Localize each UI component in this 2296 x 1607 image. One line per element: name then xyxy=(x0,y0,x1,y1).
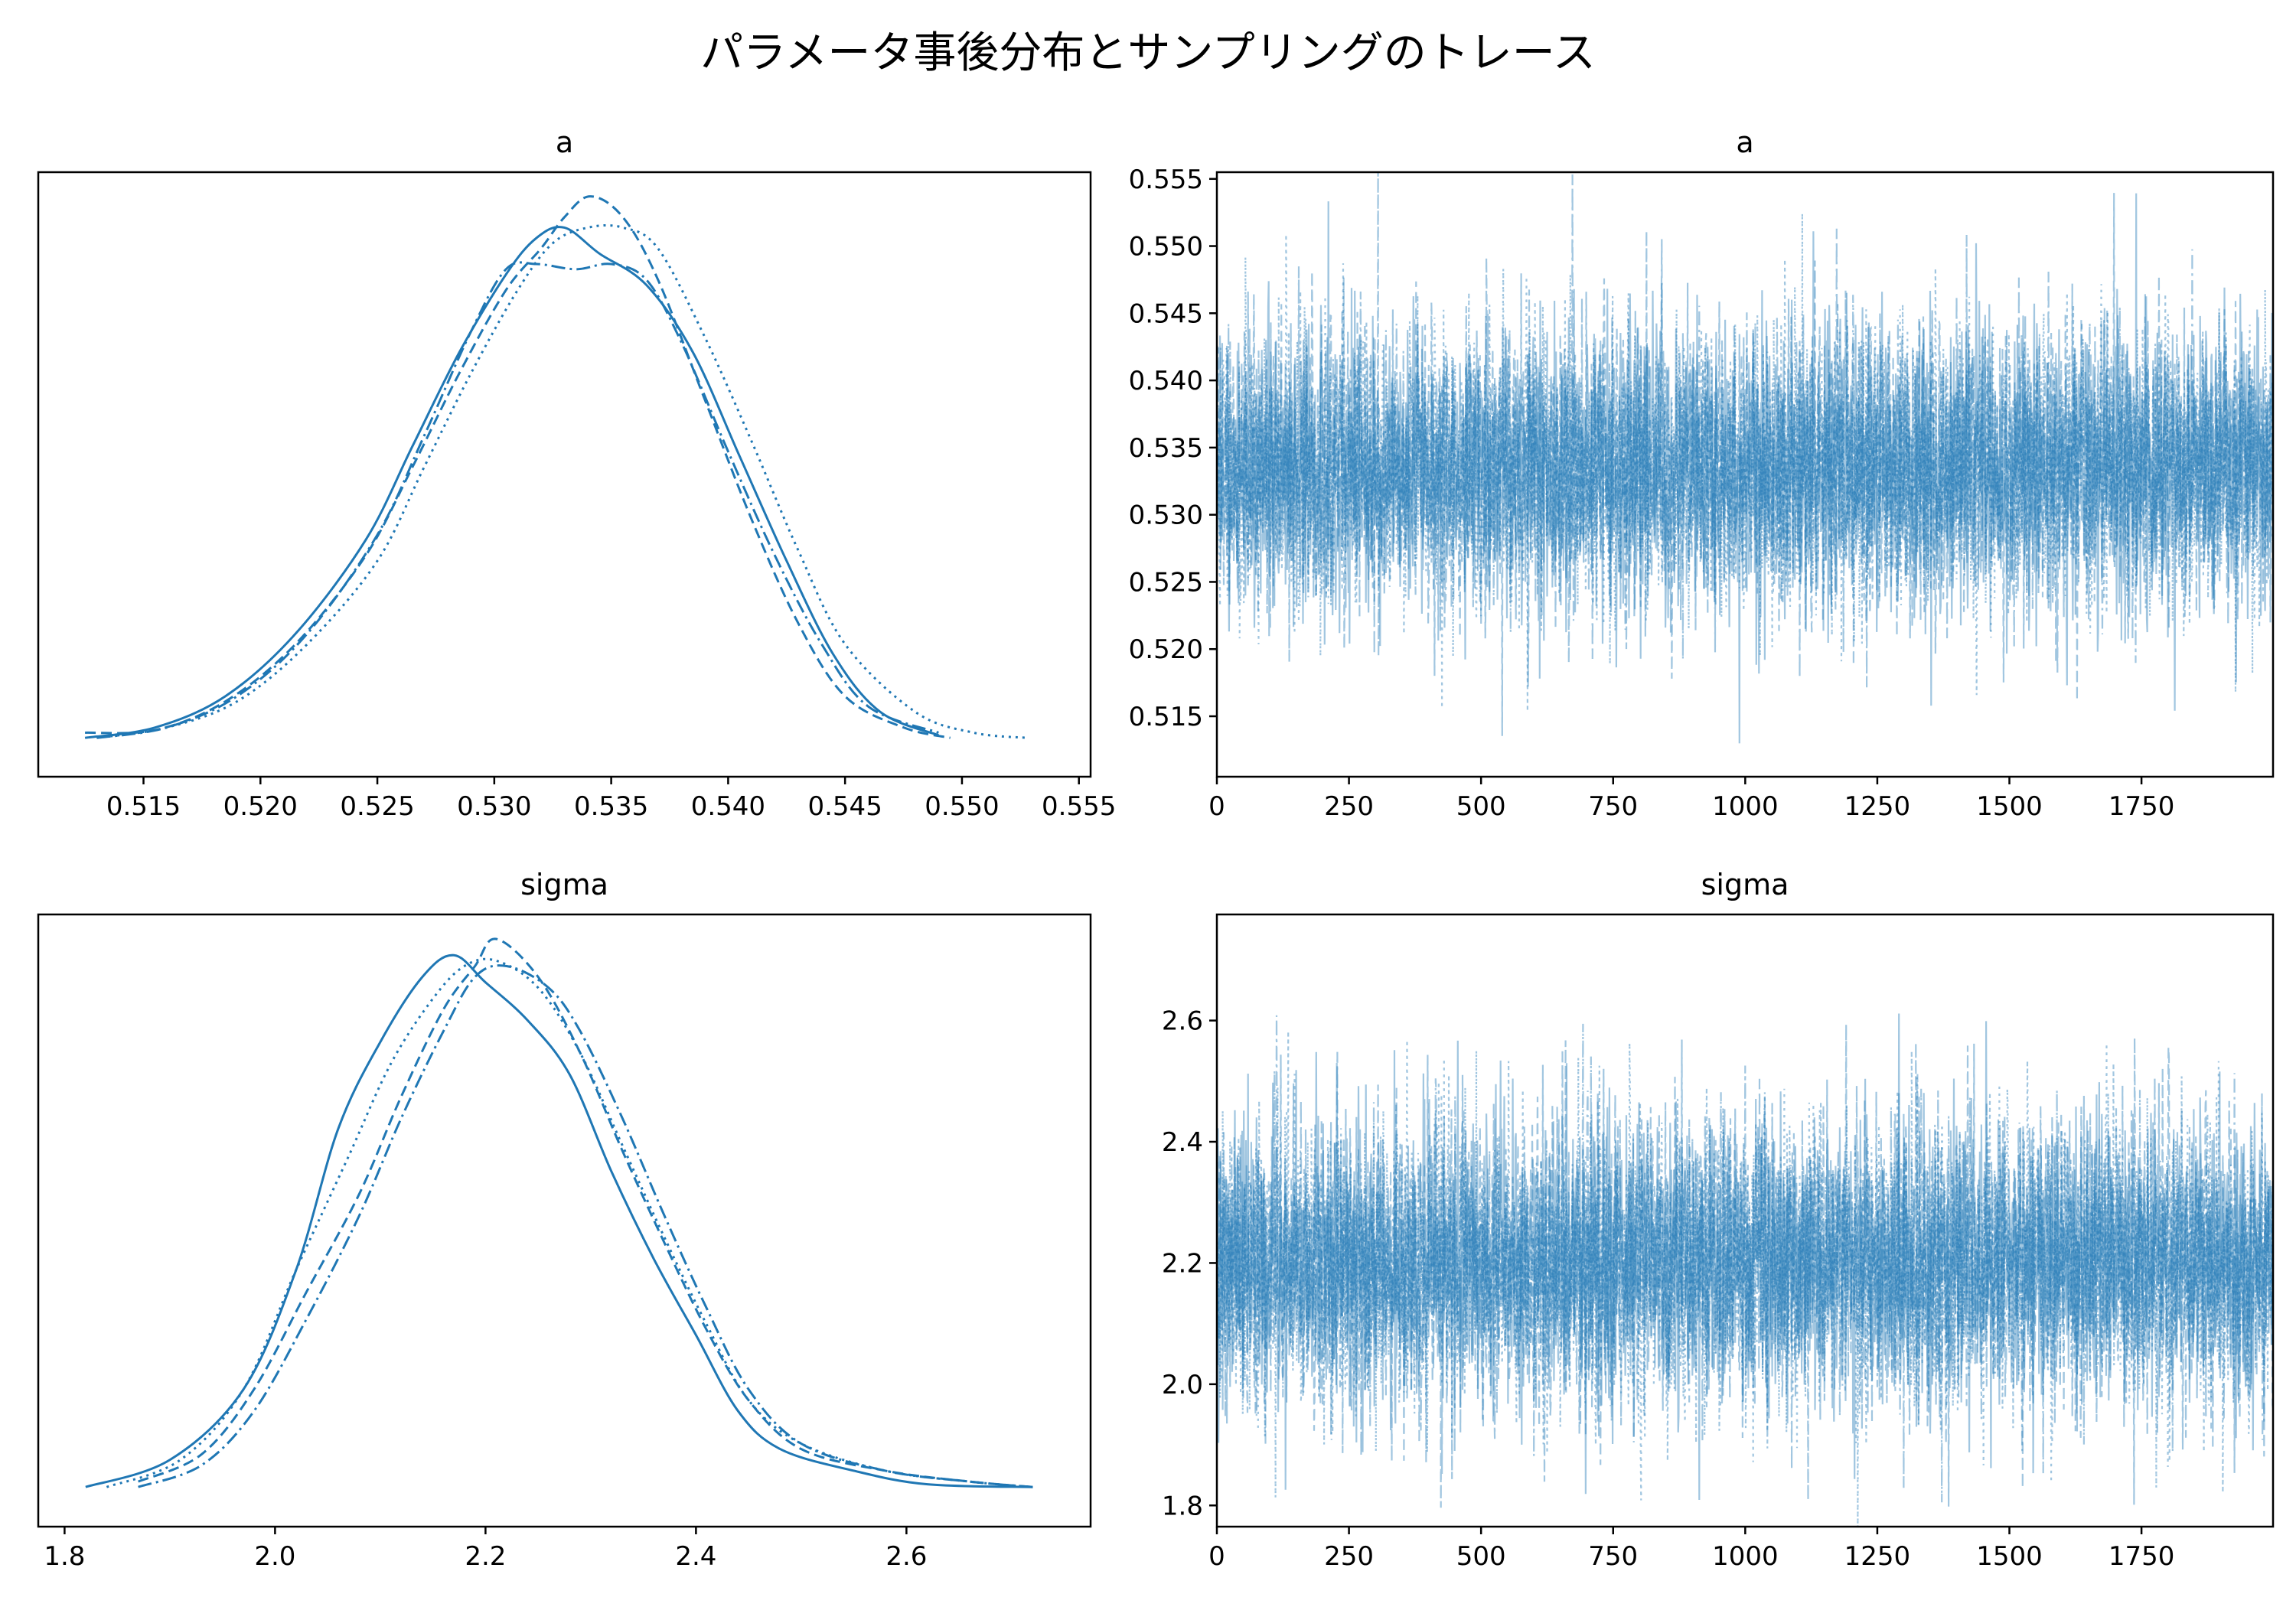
x-tick-label: 2.6 xyxy=(885,1541,927,1572)
trace-line-dashed xyxy=(1217,1024,2273,1508)
x-tick-label: 0.525 xyxy=(340,791,414,822)
y-tick-label: 2.2 xyxy=(1162,1248,1203,1279)
density-line-solid xyxy=(85,953,1033,1488)
x-tick-label: 2.2 xyxy=(465,1541,506,1572)
axes-frame xyxy=(37,913,1092,1528)
y-tick-label: 2.0 xyxy=(1162,1370,1203,1400)
axes-frame xyxy=(37,171,1092,778)
density-line-dashed xyxy=(138,937,1033,1488)
y-tick-label: 0.535 xyxy=(1129,433,1203,464)
panel-title: sigma xyxy=(520,868,608,901)
x-tick-label: 1000 xyxy=(1712,791,1779,822)
x-tick-label: 1500 xyxy=(1976,791,2043,822)
x-tick-label: 1750 xyxy=(2108,1541,2175,1572)
panel-title: a xyxy=(1736,125,1753,159)
y-tick-label: 0.540 xyxy=(1129,366,1203,396)
y-tick-label: 0.550 xyxy=(1129,232,1203,262)
x-tick-label: 1000 xyxy=(1712,1541,1779,1572)
density-line-dotted xyxy=(106,957,1033,1488)
x-tick-label: 0 xyxy=(1208,1541,1225,1572)
x-tick-label: 1250 xyxy=(1844,1541,1911,1572)
x-tick-label: 1500 xyxy=(1976,1541,2043,1572)
x-tick-label: 0.520 xyxy=(223,791,298,822)
x-tick-label: 2.0 xyxy=(254,1541,295,1572)
y-tick-label: 0.545 xyxy=(1129,298,1203,329)
panel-density-a: a 0.515 0.520 0.525 0.530 0.535 0.540 0.545 0.55… xyxy=(37,125,1116,822)
y-tick-label: 1.8 xyxy=(1162,1491,1203,1521)
x-tick-label: 1750 xyxy=(2108,791,2175,822)
x-tick-label: 250 xyxy=(1324,791,1374,822)
density-line-dashdot xyxy=(138,964,1033,1488)
x-tick-label: 0.555 xyxy=(1042,791,1116,822)
panel-title: sigma xyxy=(1701,868,1789,901)
x-tick-label: 500 xyxy=(1456,791,1506,822)
x-tick-label: 0.515 xyxy=(106,791,181,822)
y-tick-label: 0.530 xyxy=(1129,500,1203,531)
x-tick-label: 0.550 xyxy=(925,791,999,822)
trace-line-dashed xyxy=(1217,172,2273,736)
x-tick-label: 0.535 xyxy=(574,791,648,822)
trace-line-dashdot xyxy=(1217,174,2273,688)
x-tick-label: 0 xyxy=(1208,791,1225,822)
x-tick-label: 2.4 xyxy=(675,1541,716,1572)
density-line-dashdot xyxy=(96,261,939,739)
x-tick-label: 0.540 xyxy=(691,791,765,822)
trace-line-solid xyxy=(1217,193,2273,744)
x-tick-label: 500 xyxy=(1456,1541,1506,1572)
density-line-solid xyxy=(84,226,939,739)
x-tick-label: 0.530 xyxy=(457,791,531,822)
x-tick-label: 0.545 xyxy=(807,791,882,822)
x-tick-label: 1250 xyxy=(1844,791,1911,822)
y-tick-label: 2.6 xyxy=(1162,1006,1203,1037)
panels: a 0.515 0.520 0.525 0.530 0.535 0.540 0.545 0.55… xyxy=(37,125,2275,1572)
trace-line-dotted xyxy=(1217,213,2273,712)
figure-title: パラメータ事後分布とサンプリングのトレース xyxy=(700,28,1596,78)
panel-title: a xyxy=(556,125,573,159)
x-tick-label: 750 xyxy=(1588,791,1638,822)
x-tick-label: 750 xyxy=(1588,1541,1638,1572)
y-tick-label: 0.520 xyxy=(1129,634,1203,665)
x-tick-label: 1.8 xyxy=(44,1541,85,1572)
panel-trace-a: a 0.515 0.520 0.525 0.530 0.535 0.540 0.545 0.55… xyxy=(1129,125,2275,822)
y-tick-label: 2.4 xyxy=(1162,1127,1203,1158)
x-tick-label: 250 xyxy=(1324,1541,1374,1572)
panel-density-sigma: sigma 1.8 2.0 2.2 2.4 2.6 xyxy=(37,868,1092,1572)
y-tick-label: 0.555 xyxy=(1129,165,1203,195)
panel-trace-sigma: sigma 1.8 2.0 2.2 2.4 2.6 0 250 500 750 1000 1250 15… xyxy=(1162,868,2275,1572)
y-tick-label: 0.515 xyxy=(1129,702,1203,732)
trace-line-dashdot xyxy=(1217,1015,2273,1503)
y-tick-label: 0.525 xyxy=(1129,567,1203,598)
density-line-dashed xyxy=(85,195,951,739)
trace-line-solid xyxy=(1217,1013,2273,1501)
